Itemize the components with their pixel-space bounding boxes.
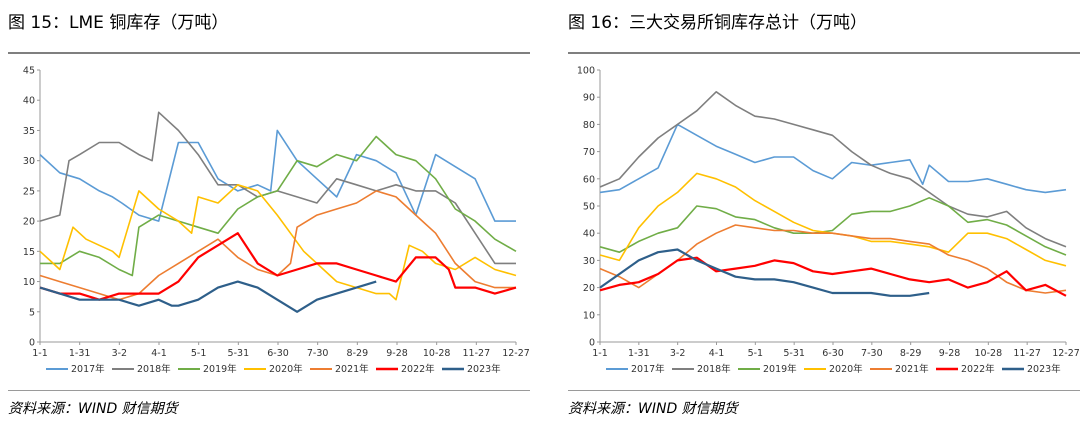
x-tick-label: 3-2	[112, 348, 128, 359]
legend-label-2: 2019年	[203, 363, 237, 375]
x-tick-label: 4-1	[709, 348, 725, 359]
x-tick-label: 12-27	[1052, 348, 1080, 359]
y-tick-label: 40	[23, 96, 35, 107]
y-tick-label: 25	[23, 186, 35, 197]
y-tick-label: 45	[23, 66, 35, 77]
x-tick-label: 8-29	[347, 348, 369, 359]
y-tick-label: 90	[583, 93, 595, 104]
lme-copper-inventory-chart: 0 5 10 15 20 25 30 35 40 45 1-1 1-31 3-2 4-1 5-1 5-31 6-…	[23, 66, 530, 376]
x-tick-label: 11-27	[1013, 348, 1041, 359]
series-line-2	[599, 197, 1067, 256]
legend-label-1: 2018年	[137, 363, 171, 375]
y-tick-label: 30	[583, 256, 595, 267]
x-tick-label: 9-28	[939, 348, 961, 359]
footer-divider	[568, 390, 1080, 391]
y-tick-label: 10	[23, 277, 35, 288]
y-tick-label: 0	[589, 338, 595, 349]
legend-label-3: 2020年	[269, 363, 303, 375]
legend-label-4: 2021年	[335, 363, 369, 375]
x-tick-label: 1-31	[69, 348, 91, 359]
x-tick-label: 10-28	[423, 348, 451, 359]
legend-label-6: 2023年	[467, 363, 501, 375]
y-tick-label: 20	[23, 217, 35, 228]
series-line-1	[39, 111, 516, 265]
series-line-5	[599, 256, 1067, 297]
legend-label-6: 2023年	[1027, 363, 1061, 375]
legend-label-2: 2019年	[763, 363, 797, 375]
y-tick-label: 80	[583, 120, 595, 131]
right-panel: 图 16：三大交易所铜库存总计（万吨） 0 10 20 30 40 50 60 70 80 90 1…	[568, 0, 1080, 426]
x-tick-label: 7-30	[307, 348, 329, 359]
legend-label-5: 2022年	[401, 363, 435, 375]
series-line-6	[39, 280, 377, 313]
source-note: 资料来源：WIND 财信期货	[568, 401, 738, 417]
x-tick-label: 4-1	[151, 348, 167, 359]
y-tick-label: 10	[583, 310, 595, 321]
legend-label-5: 2022年	[961, 363, 995, 375]
x-tick-label: 10-28	[975, 348, 1003, 359]
x-tick-label: 8-29	[900, 348, 922, 359]
y-tick-label: 60	[583, 174, 595, 185]
series-line-0	[599, 123, 1067, 194]
series-line-6	[599, 248, 930, 297]
y-tick-label: 30	[23, 156, 35, 167]
x-tick-label: 6-30	[822, 348, 844, 359]
legend-label-3: 2020年	[829, 363, 863, 375]
x-tick-label: 7-30	[861, 348, 883, 359]
series-line-5	[39, 232, 517, 301]
x-tick-label: 5-31	[228, 348, 250, 359]
source-note: 资料来源：WIND 财信期货	[8, 401, 178, 417]
legend-label-1: 2018年	[697, 363, 731, 375]
x-tick-label: 1-1	[32, 348, 48, 359]
y-tick-label: 50	[583, 202, 595, 213]
series-line-3	[599, 172, 1067, 267]
legend-label-0: 2017年	[631, 363, 665, 375]
series-line-1	[599, 90, 1067, 248]
footer-divider	[8, 390, 530, 391]
x-tick-label: 3-2	[670, 348, 686, 359]
exchange-copper-inventory-chart: 0 10 20 30 40 50 60 70 80 90 100 1-1 1-31 3-2 4-1 5-1 5-…	[577, 66, 1080, 376]
left-panel: 图 15：LME 铜库存（万吨） 0 5 10 15 20 25 30 35 40 45 1-1 1-…	[8, 0, 538, 426]
legend-label-4: 2021年	[895, 363, 929, 375]
x-tick-label: 11-27	[463, 348, 491, 359]
y-tick-label: 15	[23, 247, 35, 258]
x-tick-label: 1-1	[592, 348, 608, 359]
series-line-3	[39, 184, 517, 301]
y-tick-label: 35	[23, 126, 35, 137]
x-tick-label: 5-31	[783, 348, 805, 359]
legend-label-0: 2017年	[71, 363, 105, 375]
x-tick-label: 9-28	[386, 348, 408, 359]
series-line-2	[40, 135, 517, 277]
y-tick-label: 20	[583, 283, 595, 294]
x-tick-label: 6-30	[267, 348, 289, 359]
y-tick-label: 40	[583, 229, 595, 240]
y-tick-label: 70	[583, 147, 595, 158]
y-tick-label: 100	[577, 66, 595, 77]
series-line-0	[39, 129, 516, 222]
series-line-4	[39, 190, 516, 301]
x-tick-label: 5-1	[191, 348, 207, 359]
chart-title: 图 15：LME 铜库存（万吨）	[8, 13, 229, 33]
x-tick-label: 1-31	[628, 348, 650, 359]
title-divider	[568, 52, 1080, 54]
y-tick-label: 5	[29, 307, 35, 318]
x-tick-label: 12-27	[502, 348, 530, 359]
chart-title: 图 16：三大交易所铜库存总计（万吨）	[568, 13, 868, 33]
title-divider	[8, 52, 530, 54]
y-tick-label: 0	[29, 338, 35, 349]
x-tick-label: 5-1	[748, 348, 764, 359]
